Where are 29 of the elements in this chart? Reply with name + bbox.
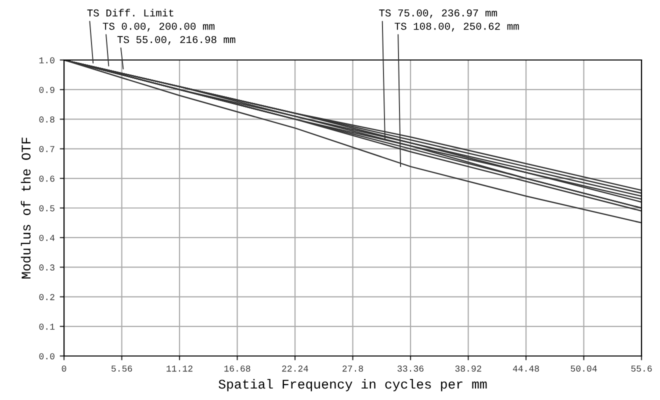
y-axis-title: Modulus of the OTF (20, 138, 31, 278)
x-tick-label: 22.24 (282, 366, 308, 372)
x-tick-label: 5.56 (112, 366, 132, 372)
x-tick-label: 55.6 (631, 366, 652, 372)
y-tick-label: 0.0 (39, 353, 54, 360)
y-tick-label: 0.1 (39, 324, 55, 330)
y-tick-label: 0.9 (39, 86, 54, 93)
y-tick-label: 0.4 (39, 234, 55, 241)
y-tick-label: 0.6 (39, 176, 54, 182)
annotation: TS Diff. Limit (87, 8, 174, 16)
x-tick-label: 11.12 (166, 366, 192, 372)
x-tick-label: 38.92 (455, 366, 482, 372)
y-tick-label: 0.3 (39, 264, 54, 271)
x-tick-label: 0 (62, 366, 66, 372)
x-tick-label: 44.48 (512, 366, 539, 372)
y-tick-label: 0.8 (39, 116, 54, 123)
annotation: TS 108.00, 250.62 mm (394, 22, 519, 32)
y-tick-label: 0.5 (39, 205, 54, 212)
x-tick-label: 27.8 (342, 366, 364, 372)
x-tick-label: 50.04 (570, 366, 597, 372)
y-tick-label: 0.7 (39, 146, 54, 152)
annotation: TS 75.00, 236.97 mm (379, 9, 497, 18)
y-tick-label: 0.2 (39, 294, 54, 300)
annotation: TS 55.00, 216.98 mm (117, 36, 236, 45)
x-axis-title: Spatial Frequency in cycles per mm (218, 379, 487, 392)
x-tick-label: 33.36 (398, 366, 424, 372)
y-tick-label: 1.0 (39, 57, 54, 64)
annotation: TS 0.00, 200.00 mm (102, 22, 214, 32)
x-tick-label: 16.68 (224, 366, 250, 372)
